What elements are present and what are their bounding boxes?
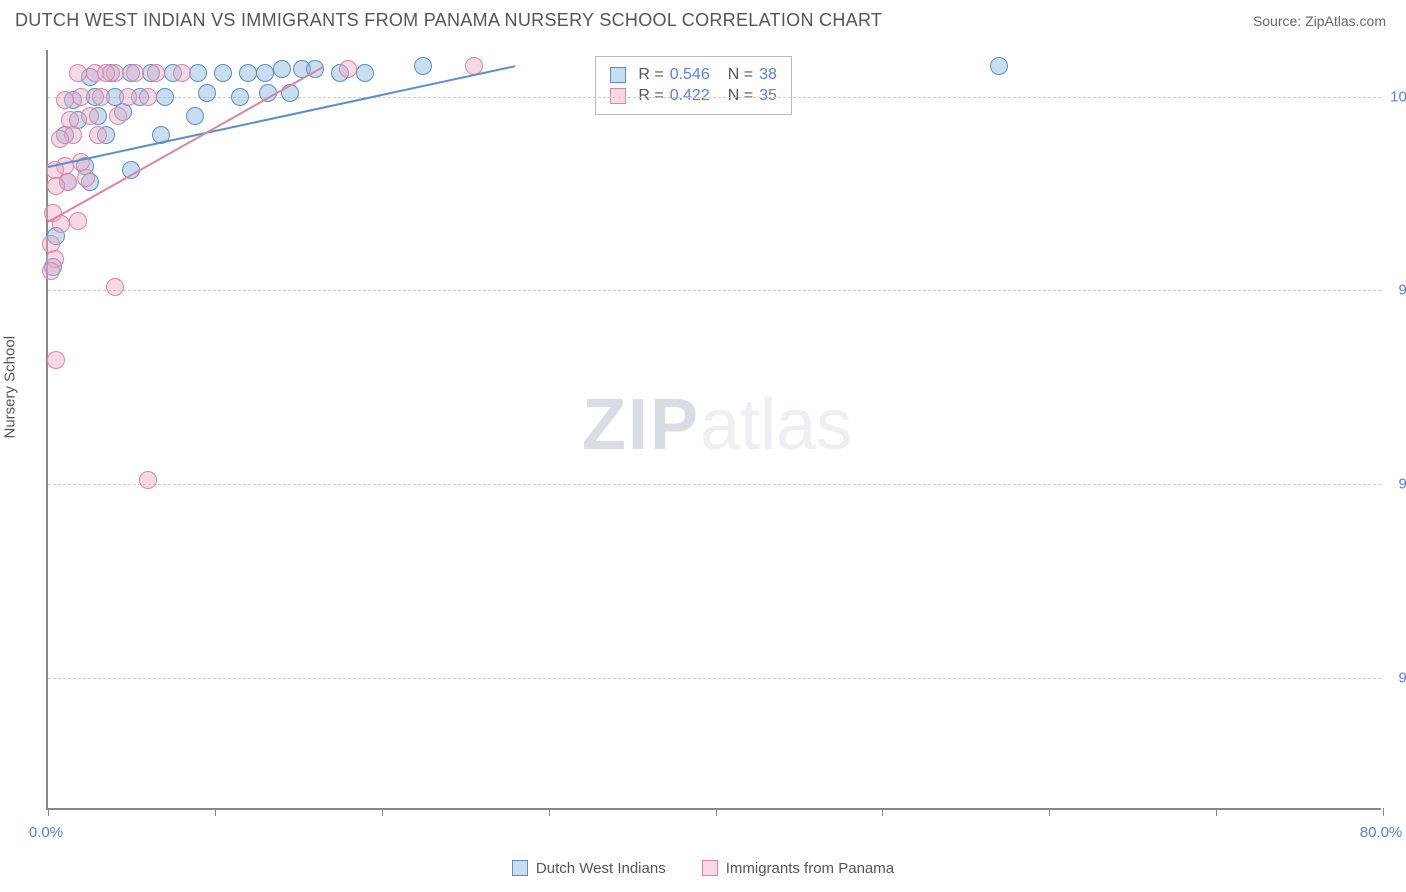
x-tick <box>215 808 216 816</box>
data-point <box>119 88 137 106</box>
data-point <box>69 212 87 230</box>
legend-bottom: Dutch West Indians Immigrants from Panama <box>0 860 1406 881</box>
x-tick <box>882 808 883 816</box>
data-point <box>990 57 1008 75</box>
legend-swatch <box>512 860 528 876</box>
data-point <box>239 64 257 82</box>
data-point <box>198 84 216 102</box>
watermark: ZIPatlas <box>582 384 852 466</box>
data-point <box>47 177 65 195</box>
x-tick-label-last: 80.0% <box>1360 824 1403 841</box>
data-point <box>77 169 95 187</box>
data-point <box>69 64 87 82</box>
chart-header: DUTCH WEST INDIAN VS IMMIGRANTS FROM PAN… <box>0 0 1406 36</box>
data-point <box>189 64 207 82</box>
y-axis-label: Nursery School <box>2 336 19 439</box>
y-tick-label: 95.0% <box>1386 476 1406 493</box>
data-point <box>126 64 144 82</box>
legend-swatch <box>610 67 626 83</box>
data-point <box>414 57 432 75</box>
data-point <box>106 278 124 296</box>
data-point <box>109 107 127 125</box>
data-point <box>173 64 191 82</box>
legend-item: Immigrants from Panama <box>702 860 894 877</box>
legend-swatch <box>702 860 718 876</box>
data-point <box>339 60 357 78</box>
x-tick <box>382 808 383 816</box>
x-tick <box>549 808 550 816</box>
data-point <box>56 91 74 109</box>
chart-container: ZIPatlas R =0.546N =38R =0.422N =35 92.5… <box>46 50 1381 810</box>
data-point <box>139 88 157 106</box>
x-tick <box>1383 808 1384 816</box>
watermark-atlas: atlas <box>700 385 852 465</box>
y-tick-label: 100.0% <box>1386 88 1406 105</box>
legend-r-label: R = <box>638 66 663 84</box>
data-point <box>89 126 107 144</box>
data-point <box>186 107 204 125</box>
data-point <box>81 107 99 125</box>
legend-n-value: 38 <box>759 66 777 84</box>
legend-correlation-box: R =0.546N =38R =0.422N =35 <box>595 56 792 115</box>
data-point <box>51 130 69 148</box>
data-point <box>72 88 90 106</box>
x-tick <box>1216 808 1217 816</box>
data-point <box>156 88 174 106</box>
legend-n-label: N = <box>728 66 753 84</box>
y-tick-label: 97.5% <box>1386 282 1406 299</box>
legend-label: Dutch West Indians <box>536 860 666 877</box>
data-point <box>92 88 110 106</box>
gridline <box>48 678 1381 679</box>
gridline <box>48 484 1381 485</box>
x-tick <box>716 808 717 816</box>
watermark-zip: ZIP <box>582 385 700 465</box>
data-point <box>356 64 374 82</box>
legend-item: Dutch West Indians <box>512 860 666 877</box>
data-point <box>139 471 157 489</box>
chart-source: Source: ZipAtlas.com <box>1253 13 1386 29</box>
data-point <box>42 262 60 280</box>
x-tick <box>1049 808 1050 816</box>
data-point <box>147 64 165 82</box>
data-point <box>97 64 115 82</box>
data-point <box>273 60 291 78</box>
legend-label: Immigrants from Panama <box>726 860 894 877</box>
y-tick-label: 92.5% <box>1386 670 1406 687</box>
legend-r-value: 0.546 <box>670 66 710 84</box>
data-point <box>256 64 274 82</box>
chart-title: DUTCH WEST INDIAN VS IMMIGRANTS FROM PAN… <box>15 10 882 31</box>
x-tick-label-first: 0.0% <box>29 824 63 841</box>
data-point <box>47 351 65 369</box>
plot-area: ZIPatlas R =0.546N =38R =0.422N =35 92.5… <box>46 50 1381 810</box>
gridline <box>48 290 1381 291</box>
data-point <box>214 64 232 82</box>
x-tick <box>48 808 49 816</box>
data-point <box>231 88 249 106</box>
legend-row: R = 0.546 N = 38 <box>610 66 777 84</box>
